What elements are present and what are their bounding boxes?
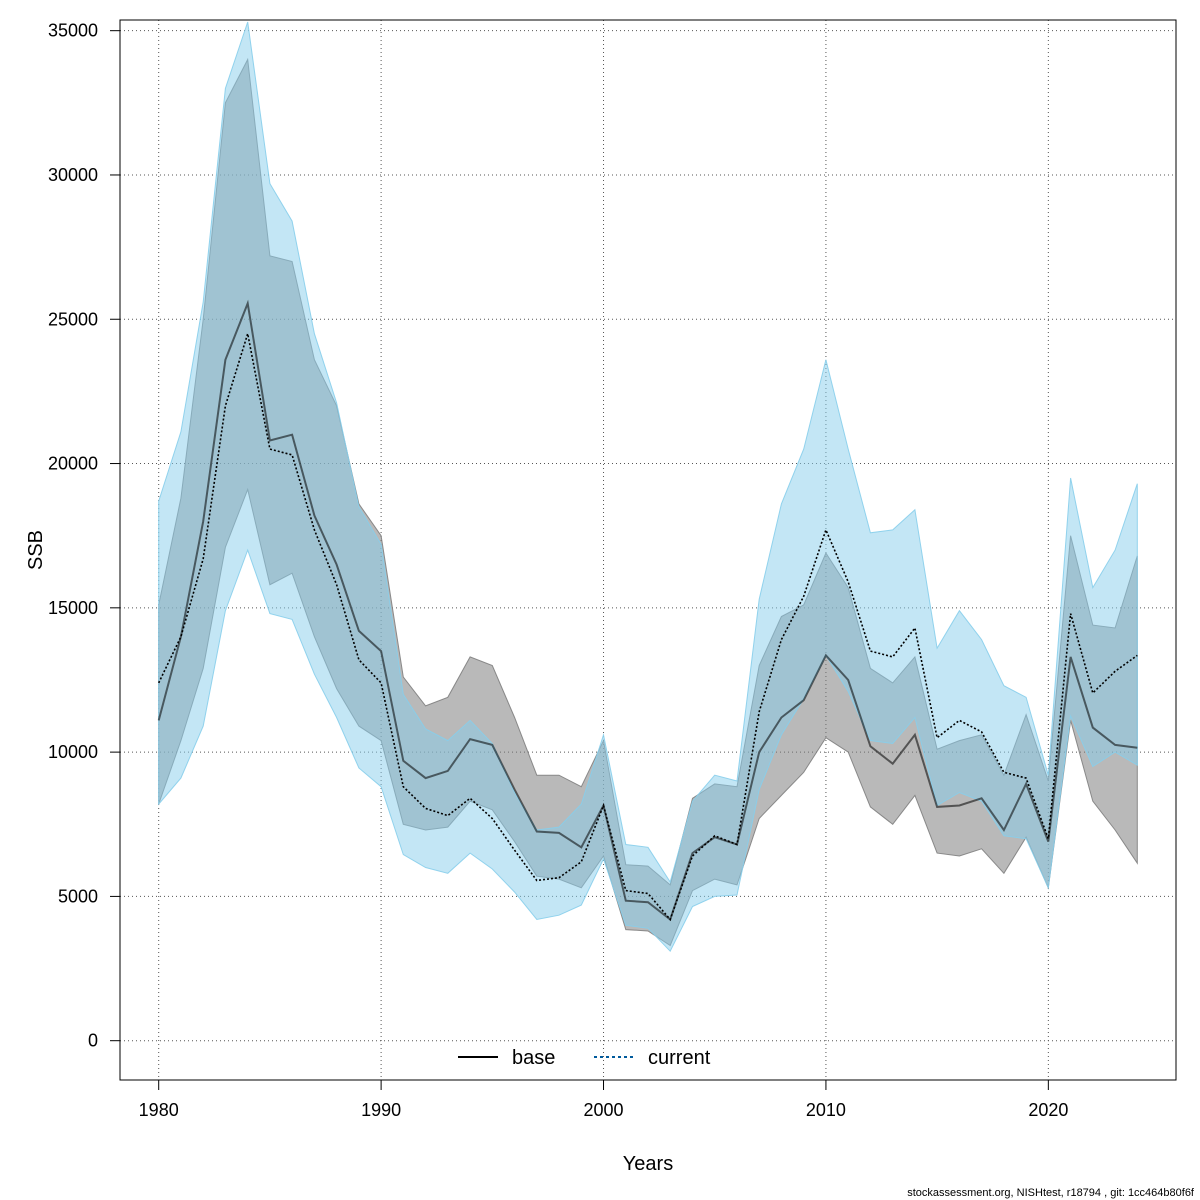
x-tick-label: 1980 <box>139 1100 179 1120</box>
x-axis: 1980 1990 2000 2010 2020 <box>139 1079 1068 1120</box>
y-tick-label: 15000 <box>48 598 98 618</box>
x-tick-label: 1990 <box>361 1100 401 1120</box>
band-current <box>158 21 1138 953</box>
y-tick-label: 20000 <box>48 454 98 474</box>
footer-credit: stockassessment.org, NISHtest, r18794 , … <box>907 1187 1195 1199</box>
x-axis-title: Years <box>623 1153 673 1175</box>
y-tick-label: 25000 <box>48 309 98 329</box>
y-tick-label: 10000 <box>48 742 98 762</box>
y-axis-title: SSB <box>25 530 47 570</box>
confidence-bands <box>158 21 1138 953</box>
x-tick-label: 2000 <box>583 1100 623 1120</box>
y-tick-label: 30000 <box>48 165 98 185</box>
legend-base-label: base <box>512 1047 555 1069</box>
y-tick-label: 35000 <box>48 21 98 41</box>
y-tick-label: 0 <box>88 1031 98 1051</box>
legend: base current <box>458 1047 711 1069</box>
legend-current-label: current <box>648 1047 711 1069</box>
y-tick-label: 5000 <box>58 886 98 906</box>
series-line-base <box>157 299 1138 922</box>
series-lines <box>157 299 1138 922</box>
x-tick-label: 2010 <box>806 1100 846 1120</box>
x-tick-label: 2020 <box>1028 1100 1068 1120</box>
y-axis: 0 5000 10000 15000 20000 25000 30000 35000 <box>48 21 121 1051</box>
series-line-current <box>157 333 1138 922</box>
